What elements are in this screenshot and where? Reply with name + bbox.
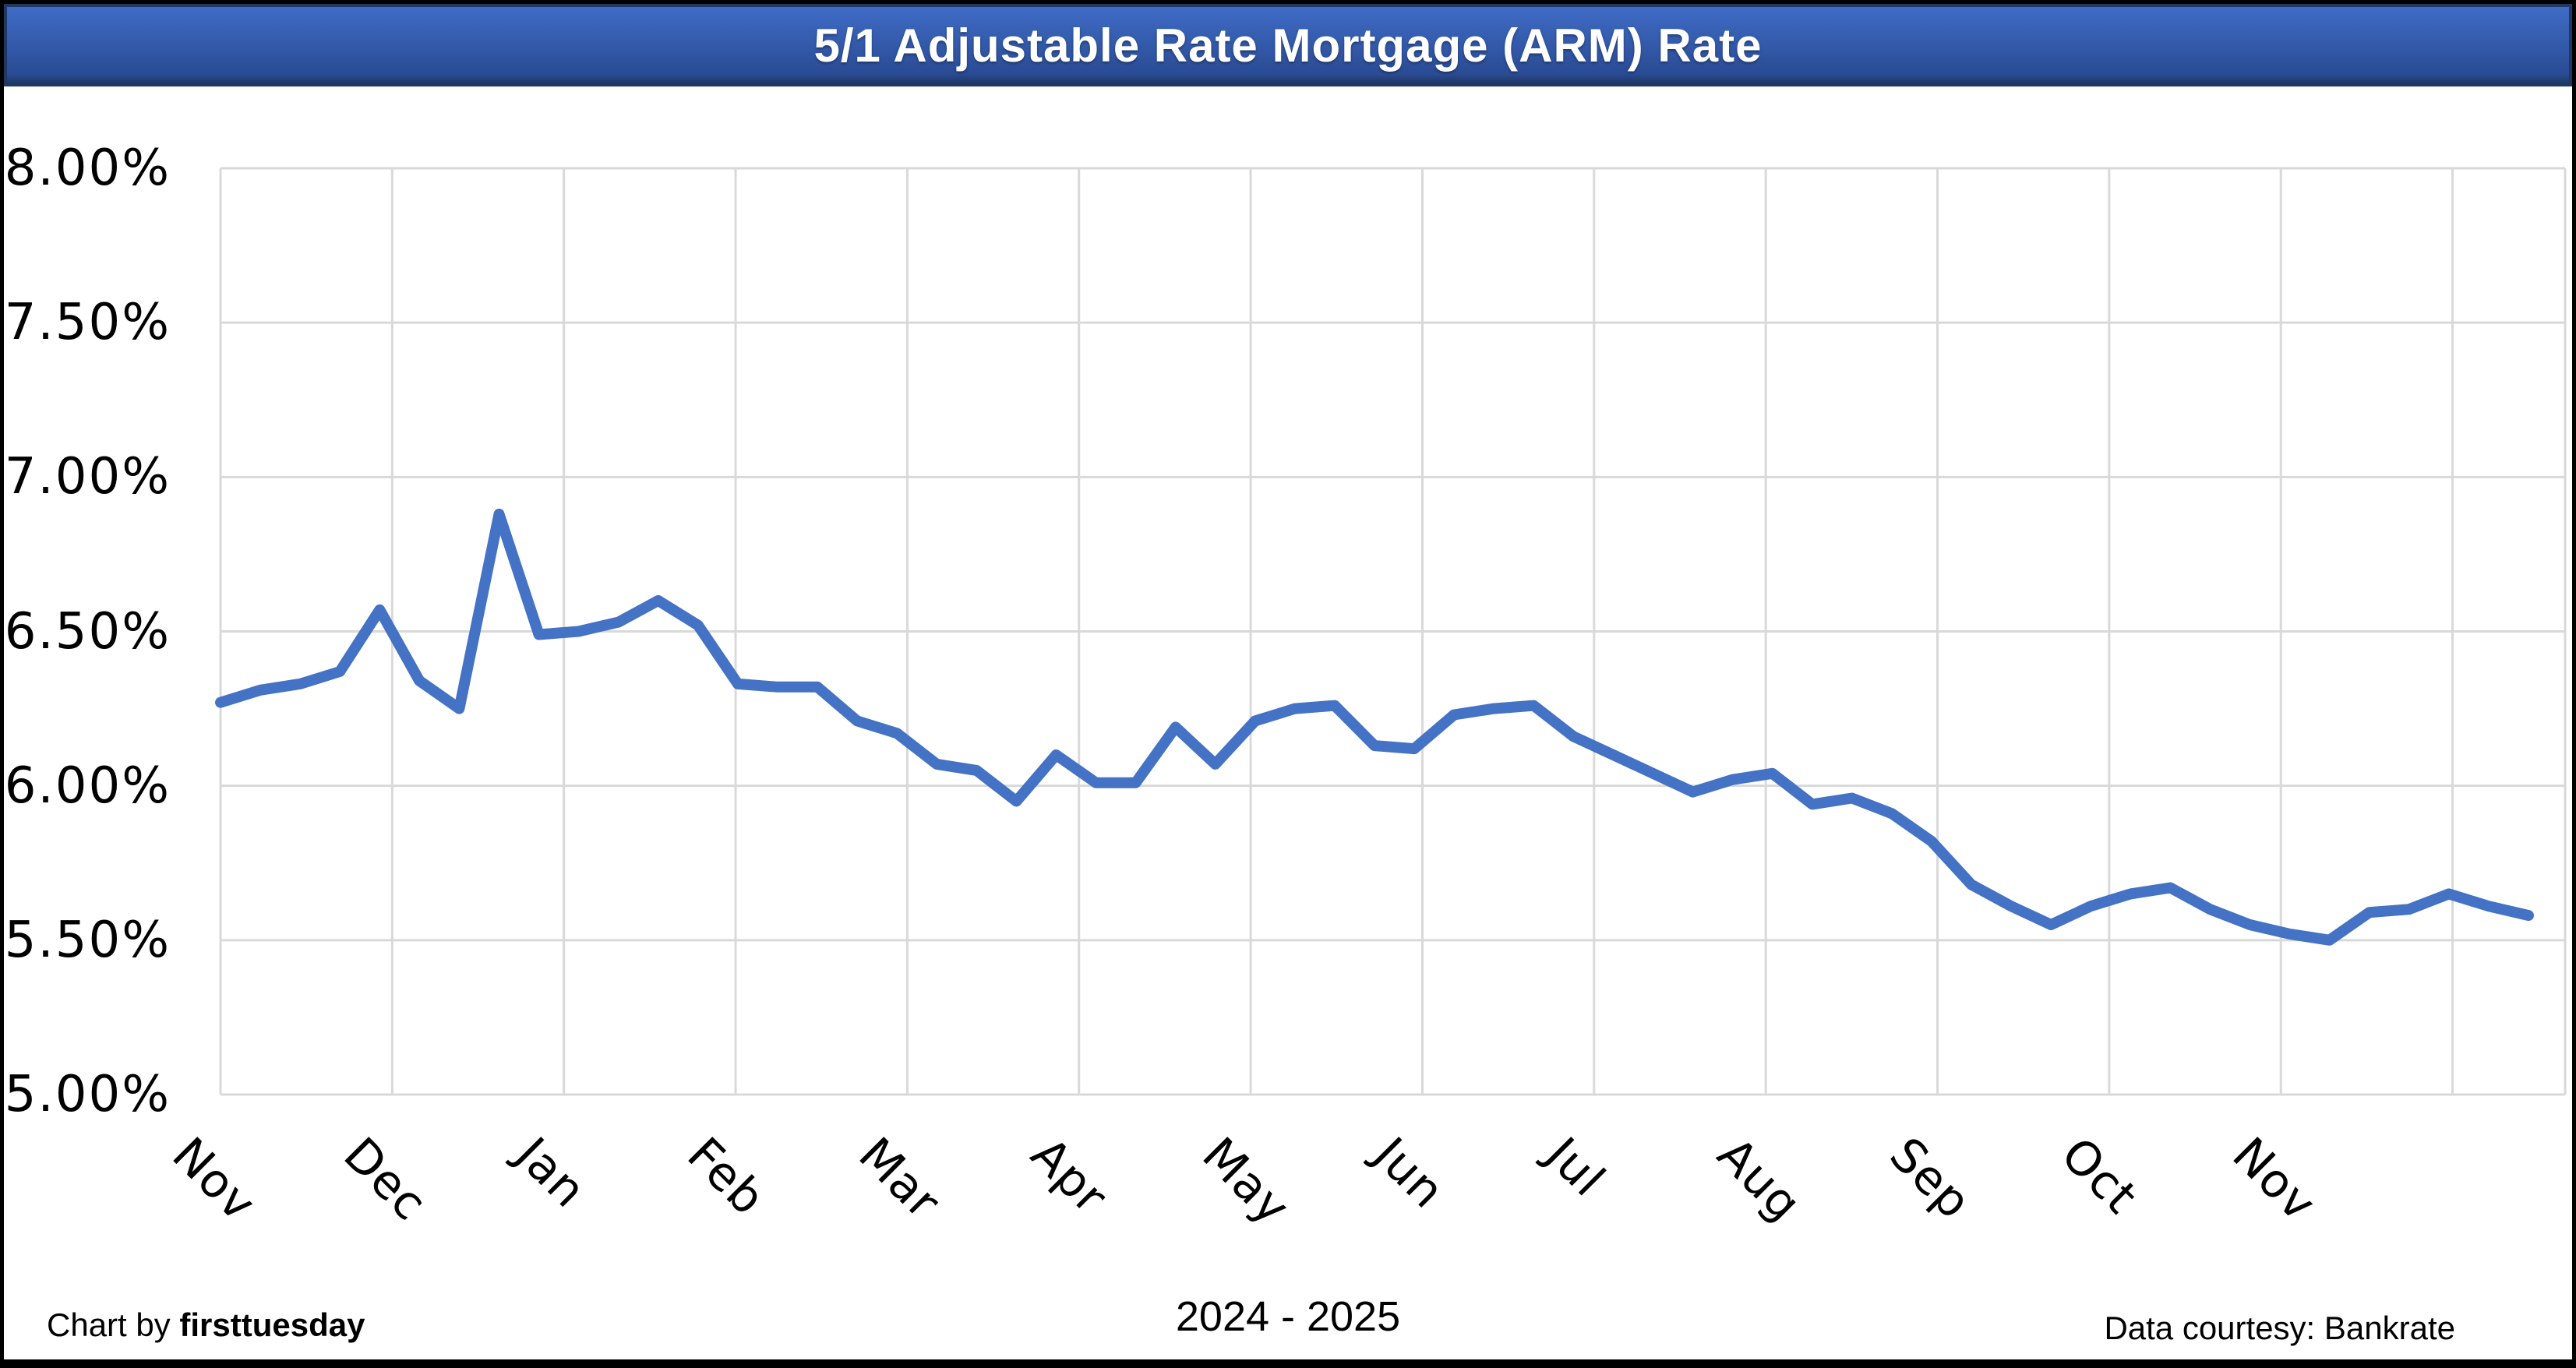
rate-line bbox=[215, 508, 2534, 946]
y-axis-label: 7.00% bbox=[4, 448, 171, 506]
footer-credit-prefix: Chart by bbox=[47, 1306, 180, 1343]
y-axis-label: 6.50% bbox=[4, 602, 171, 661]
y-axis-label: 6.00% bbox=[4, 756, 171, 815]
title-banner: 5/1 Adjustable Rate Mortgage (ARM) Rate bbox=[4, 4, 2572, 86]
footer-credit: Chart by firsttuesday bbox=[47, 1306, 365, 1344]
y-axis-label: 5.00% bbox=[4, 1066, 171, 1123]
y-axis-label: 8.00% bbox=[4, 139, 171, 197]
y-axis-label: 7.50% bbox=[4, 294, 171, 352]
footer-source: Data courtesy: Bankrate bbox=[2104, 1310, 2455, 1346]
footer-period: 2024 - 2025 bbox=[1175, 1293, 1401, 1340]
plot-area bbox=[215, 167, 2567, 1096]
footer-credit-brand: firsttuesday bbox=[179, 1306, 365, 1343]
chart-title: 5/1 Adjustable Rate Mortgage (ARM) Rate bbox=[813, 19, 1763, 72]
y-axis-label: 5.50% bbox=[4, 911, 171, 969]
